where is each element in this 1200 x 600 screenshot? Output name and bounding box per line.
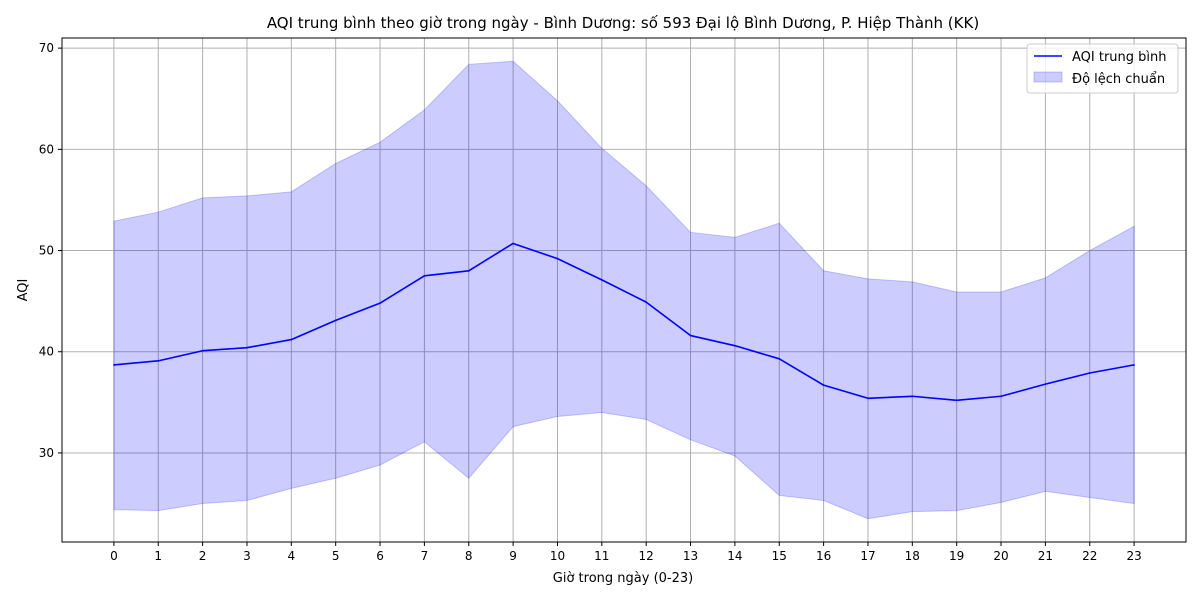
mean-aqi-point: [645, 301, 647, 303]
x-axis-ticks: 0 1 2 3 4 5 6 7 8 9 10 11 12 13 14 15 16 17 18 19 20 21 22 23: [110, 542, 1142, 563]
mean-aqi-point: [955, 399, 958, 402]
mean-aqi-point: [423, 275, 426, 277]
mean-line-layer: [113, 242, 1135, 402]
x-tick-label: 23: [1126, 549, 1141, 563]
mean-aqi-point: [1133, 364, 1135, 366]
mean-aqi-point: [556, 257, 559, 260]
mean-aqi-point: [379, 302, 381, 304]
mean-aqi-point: [157, 360, 160, 362]
x-tick-label: 5: [332, 549, 340, 563]
std-deviation-band: [113, 60, 1135, 520]
x-tick-label: 10: [550, 549, 565, 563]
x-tick-label: 20: [993, 549, 1008, 563]
x-tick-label: 8: [465, 549, 473, 563]
x-tick-label: 1: [154, 549, 162, 563]
mean-aqi-point: [467, 269, 470, 272]
x-tick-label: 12: [639, 549, 654, 563]
x-tick-label: 7: [421, 549, 429, 563]
x-tick-label: 9: [509, 549, 517, 563]
mean-aqi-point: [867, 397, 869, 400]
std-band-layer: [113, 60, 1135, 520]
legend-label-mean: AQI trung bình: [1072, 50, 1167, 65]
y-tick-label: 60: [39, 142, 54, 156]
y-axis-label: AQI: [16, 279, 31, 302]
legend-band-swatch: [1033, 71, 1063, 83]
x-tick-label: 2: [199, 549, 207, 563]
y-tick-label: 50: [39, 244, 54, 258]
mean-aqi-point: [1000, 395, 1002, 398]
x-tick-label: 18: [905, 549, 920, 563]
mean-aqi-point: [246, 346, 248, 349]
mean-aqi-point: [334, 319, 337, 322]
chart-title: AQI trung bình theo giờ trong ngày - Bìn…: [267, 14, 979, 32]
x-tick-label: 4: [288, 549, 296, 563]
x-tick-label: 22: [1082, 549, 1097, 563]
x-tick-label: 3: [243, 549, 251, 563]
y-tick-label: 70: [39, 41, 54, 55]
legend: AQI trung bình Độ lệch chuẩn: [1026, 43, 1179, 94]
mean-aqi-point: [734, 344, 736, 347]
mean-aqi-point: [601, 279, 603, 281]
mean-aqi-point: [822, 384, 825, 386]
legend-box: [1026, 43, 1179, 94]
x-tick-label: 11: [594, 549, 609, 563]
x-tick-label: 14: [727, 549, 742, 563]
x-tick-label: 16: [816, 549, 831, 563]
x-tick-label: 0: [110, 549, 118, 563]
mean-aqi-point: [689, 334, 692, 337]
mean-aqi-point: [1044, 383, 1047, 385]
y-tick-label: 40: [39, 345, 54, 359]
mean-aqi-point: [512, 242, 514, 245]
x-axis-label: Giờ trong ngày (0-23): [553, 571, 693, 586]
x-tick-label: 15: [772, 549, 787, 563]
x-tick-label: 21: [1038, 549, 1053, 563]
x-tick-label: 6: [376, 549, 384, 563]
x-tick-label: 17: [860, 549, 875, 563]
mean-aqi-point: [113, 364, 115, 366]
legend-label-std: Độ lệch chuẩn: [1072, 72, 1165, 87]
mean-aqi-point: [290, 338, 293, 341]
mean-aqi-point: [1088, 372, 1091, 374]
mean-aqi-point: [778, 358, 781, 360]
x-tick-label: 19: [949, 549, 964, 563]
mean-aqi-point: [911, 395, 914, 398]
grid-lines: [62, 38, 1186, 542]
y-tick-label: 30: [39, 446, 54, 460]
y-axis-ticks: 30 40 50 60 70: [39, 41, 62, 460]
mean-aqi-line: [113, 242, 1135, 402]
plot-frame: [61, 37, 1187, 543]
x-tick-label: 13: [683, 549, 698, 563]
mean-aqi-point: [201, 349, 204, 352]
